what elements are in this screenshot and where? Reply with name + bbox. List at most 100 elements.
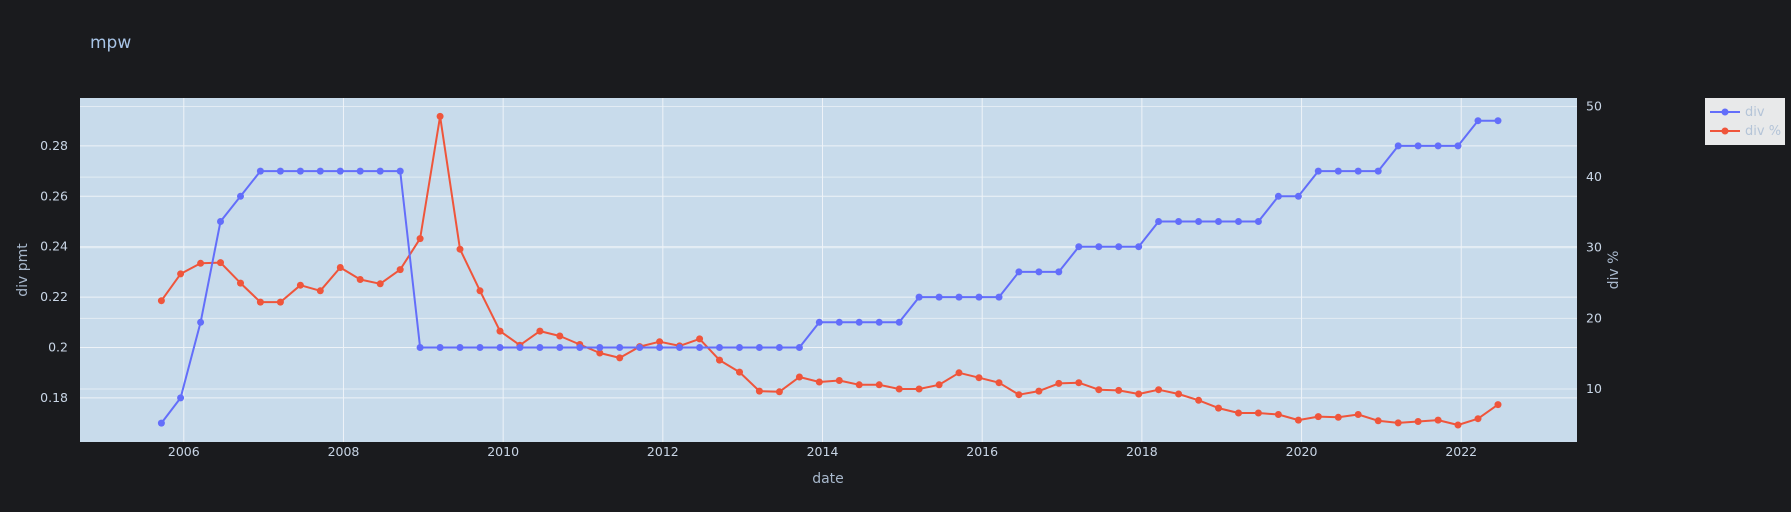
data-point-div — [995, 293, 1003, 301]
data-point-div-pct — [975, 374, 983, 382]
data-point-div-pct — [396, 266, 404, 274]
data-point-div-pct — [217, 259, 224, 267]
data-point-div-pct — [656, 338, 664, 346]
y-tick-label: 0.28 — [40, 138, 68, 153]
y-tick-label: 0.18 — [40, 390, 68, 405]
data-point-div — [895, 318, 903, 326]
data-point-div — [795, 344, 803, 351]
data-point-div-pct — [177, 270, 185, 278]
data-point-div — [157, 419, 165, 427]
data-point-div — [336, 167, 344, 175]
data-point-div — [1314, 167, 1322, 175]
data-point-div-pct — [316, 287, 324, 295]
y2-tick-label: 20 — [1586, 310, 1602, 325]
data-point-div — [217, 218, 224, 225]
series-points — [157, 112, 1502, 429]
data-point-div — [835, 318, 843, 326]
data-point-div-pct — [736, 368, 743, 376]
data-point-div — [1334, 167, 1342, 175]
x-tick-label: 2008 — [328, 444, 360, 459]
y2-tick-label: 10 — [1586, 381, 1602, 396]
data-point-div — [955, 293, 963, 301]
data-point-div — [436, 344, 444, 351]
chart-title: mpw — [90, 33, 131, 53]
data-point-div — [1254, 218, 1262, 225]
data-point-div — [576, 344, 584, 351]
legend-marker-div — [1721, 108, 1729, 116]
data-point-div-pct — [815, 378, 823, 386]
data-point-div — [276, 167, 284, 175]
data-point-div — [935, 293, 943, 301]
data-point-div-pct — [1135, 390, 1143, 398]
data-point-div-pct — [795, 373, 803, 381]
data-point-div — [1055, 268, 1063, 276]
data-point-div-pct — [336, 264, 344, 271]
data-point-div — [1454, 142, 1462, 150]
data-point-div — [1434, 142, 1442, 150]
data-point-div — [516, 344, 524, 351]
data-point-div-pct — [1474, 415, 1482, 423]
legend: div div % — [1705, 98, 1785, 145]
data-point-div-pct — [237, 279, 244, 287]
y2-axis-title: div % — [1606, 251, 1622, 290]
legend-box — [1705, 98, 1785, 145]
y-tick-label: 0.26 — [40, 188, 68, 203]
data-point-div — [1494, 117, 1502, 125]
data-point-div-pct — [476, 287, 484, 295]
data-point-div-pct — [197, 259, 205, 267]
data-point-div-pct — [416, 235, 424, 243]
data-point-div — [556, 344, 564, 351]
y-tick-label: 0.22 — [40, 289, 68, 304]
data-point-div — [1354, 167, 1362, 175]
data-point-div — [656, 344, 664, 351]
data-point-div — [456, 344, 464, 351]
data-point-div — [396, 167, 404, 175]
x-tick-label: 2022 — [1445, 444, 1477, 459]
x-tick-label: 2014 — [807, 444, 839, 459]
x-tick-label: 2012 — [647, 444, 679, 459]
data-point-div-pct — [955, 369, 963, 377]
data-point-div-pct — [915, 385, 923, 393]
y2-axis-ticks: 10 20 30 40 50 — [1586, 98, 1602, 396]
data-point-div-pct — [1494, 401, 1502, 409]
data-point-div — [696, 344, 704, 351]
data-point-div — [1035, 268, 1043, 276]
y-axis-title: div pmt — [15, 243, 31, 297]
data-point-div-pct — [1374, 417, 1382, 425]
data-point-div — [1394, 142, 1402, 150]
legend-marker-div-pct — [1721, 127, 1729, 135]
data-point-div — [596, 344, 604, 351]
data-point-div-pct — [995, 379, 1003, 387]
legend-label-div-pct: div % — [1745, 124, 1781, 139]
data-point-div-pct — [536, 327, 544, 335]
x-tick-label: 2016 — [966, 444, 998, 459]
data-point-div-pct — [436, 112, 444, 120]
data-point-div — [177, 394, 185, 402]
data-point-div-pct — [1274, 411, 1282, 418]
data-point-div — [1115, 243, 1123, 251]
data-point-div-pct — [935, 381, 943, 389]
data-point-div — [1015, 268, 1023, 276]
data-point-div — [915, 293, 923, 301]
data-point-div — [775, 344, 783, 351]
plot-area — [80, 98, 1577, 442]
data-point-div-pct — [775, 388, 783, 396]
data-point-div-pct — [716, 356, 723, 364]
data-point-div-pct — [556, 332, 564, 340]
data-point-div — [616, 344, 624, 351]
data-point-div-pct — [356, 276, 364, 283]
x-tick-label: 2020 — [1286, 444, 1318, 459]
data-point-div-pct — [1334, 413, 1342, 421]
data-point-div — [1175, 218, 1183, 225]
data-point-div-pct — [696, 335, 704, 343]
data-point-div — [1215, 218, 1222, 225]
x-tick-label: 2018 — [1126, 444, 1158, 459]
y2-tick-label: 40 — [1586, 169, 1602, 184]
data-point-div-pct — [296, 281, 304, 289]
data-point-div — [1075, 243, 1083, 251]
data-point-div — [1414, 142, 1422, 150]
data-point-div-pct — [1055, 379, 1063, 387]
data-point-div-pct — [1015, 391, 1023, 399]
y2-tick-label: 30 — [1586, 240, 1602, 255]
